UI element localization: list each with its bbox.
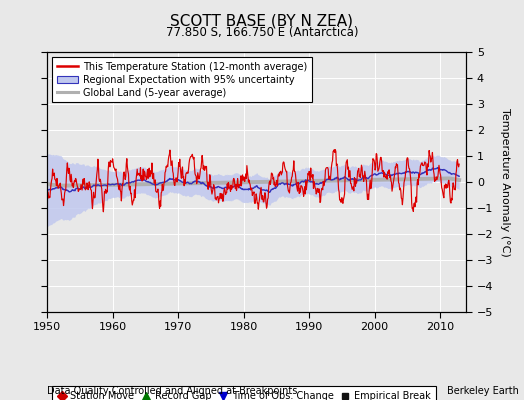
Text: Berkeley Earth: Berkeley Earth bbox=[447, 386, 519, 396]
Text: Data Quality Controlled and Aligned at Breakpoints: Data Quality Controlled and Aligned at B… bbox=[47, 386, 298, 396]
Text: 77.850 S, 166.750 E (Antarctica): 77.850 S, 166.750 E (Antarctica) bbox=[166, 26, 358, 39]
Y-axis label: Temperature Anomaly (°C): Temperature Anomaly (°C) bbox=[500, 108, 510, 256]
Legend: Station Move, Record Gap, Time of Obs. Change, Empirical Break: Station Move, Record Gap, Time of Obs. C… bbox=[52, 386, 436, 400]
Text: SCOTT BASE (BY N ZEA): SCOTT BASE (BY N ZEA) bbox=[170, 14, 354, 29]
